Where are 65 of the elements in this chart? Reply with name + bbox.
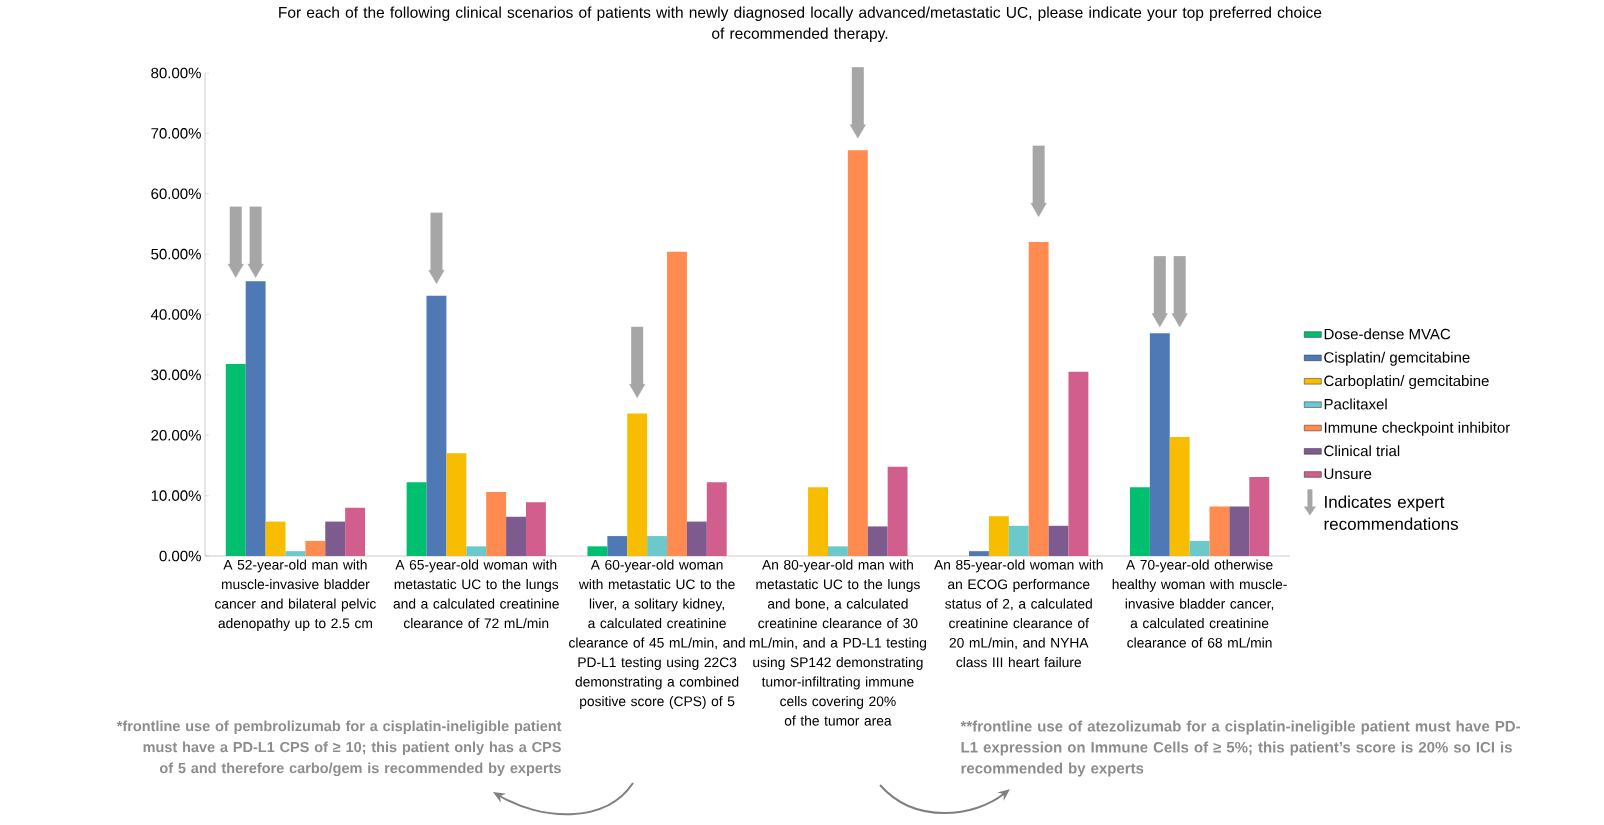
legend-label: Immune checkpoint inhibitor xyxy=(1324,421,1510,436)
y-tick-label: 50.00% xyxy=(151,248,201,260)
bar xyxy=(245,281,266,556)
x-tick-label: An 85-year-old woman with an ECOG performance status of 2, a calculated creatinine clearance of 20 mL/min, and NYHA class III heart failure xyxy=(934,559,1103,668)
bar xyxy=(686,521,707,556)
x-tick-label: A 70-year-old otherwise healthy woman with muscle-invasive bladder cancer, a calculated creatinine clearance of 68 mL/min xyxy=(1112,559,1287,648)
bar xyxy=(647,536,668,556)
bar xyxy=(988,516,1009,556)
bar xyxy=(607,536,628,556)
bar xyxy=(406,482,427,556)
bar xyxy=(525,502,546,556)
bar xyxy=(969,551,989,556)
y-tick-label: 10.00% xyxy=(151,490,201,501)
bar xyxy=(867,526,888,556)
bar xyxy=(706,482,727,556)
legend-label: Cisplatin/ gemcitabine xyxy=(1324,351,1470,366)
y-tick-label: 0.00% xyxy=(159,550,201,562)
bar xyxy=(265,521,286,556)
bar xyxy=(325,521,346,556)
bar xyxy=(446,453,467,556)
bar xyxy=(345,507,366,556)
x-tick-label: A 52-year-old man with muscle-invasive bladder cancer and bilateral pelvic adenopathy up to 2.5 cm xyxy=(215,559,376,631)
y-tick-label: 60.00% xyxy=(151,188,201,200)
bar xyxy=(1008,525,1029,556)
bar xyxy=(426,295,447,556)
bar xyxy=(305,540,326,556)
legend-label: Paclitaxel xyxy=(1324,398,1387,410)
x-tick-label: A 65-year-old woman with metastatic UC to the lungs and a calculated creatinine clearance of 72 mL/min xyxy=(393,559,559,629)
bar xyxy=(486,492,507,556)
bar xyxy=(225,364,246,556)
bar xyxy=(1129,487,1150,556)
bar xyxy=(1189,540,1210,556)
x-tick-label: A 60-year-old woman with metastatic UC to the liver, a solitary kidney, a calculated creatinine clearance of 45 mL/min, and PD-L1 testing using 22C3 demonstrating a combined positive score (CPS) of 5 xyxy=(569,559,745,709)
legend-label: Unsure xyxy=(1324,468,1372,480)
legend-label: Carboplatin/ gemcitabine xyxy=(1324,375,1489,390)
bar xyxy=(627,413,648,556)
bar xyxy=(1149,333,1170,556)
category-label: An 80-year-old man with metastatic UC to the lungs and bone, a calculated creatinine clearance of 30 mL/min, and a PD-L1 testing using SP142 demonstrating tumor-infiltrating immune cells covering 20% of the tumor area xyxy=(749,559,926,726)
y-tick-label: 70.00% xyxy=(151,128,201,139)
bar xyxy=(466,546,487,556)
y-tick-label: 30.00% xyxy=(151,369,201,381)
bar xyxy=(285,551,306,556)
bar xyxy=(887,466,908,556)
bar xyxy=(587,546,608,556)
legend-label: Indicates expert recommendations xyxy=(1324,495,1459,530)
bar xyxy=(1028,242,1049,556)
bar xyxy=(827,546,848,556)
bar xyxy=(1048,525,1069,556)
y-tick-label: 40.00% xyxy=(150,309,201,320)
text: **frontline use of atezolizumab for a cisplatin-ineligible patient must have PD-L1 expression on Immune Cells of ≥ 5%; this patient’s score is 20% so ICI is recommended by experts xyxy=(960,720,1521,777)
y-tick-label: 80.00% xyxy=(151,67,201,79)
bar xyxy=(1169,437,1190,556)
bar xyxy=(1209,506,1230,556)
chart-title: For each of the following clinical scenarios of patients with newly diagnosed locally advanced/metastatic UC, please indicate your top preferred choice of recommended therapy. xyxy=(279,6,1322,42)
legend-label: Clinical trial xyxy=(1324,445,1400,457)
legend-label: Dose-dense MVAC xyxy=(1324,328,1451,340)
bar xyxy=(808,487,828,556)
bar xyxy=(847,150,868,556)
bar xyxy=(1249,476,1270,556)
bar xyxy=(667,251,687,556)
bar xyxy=(506,516,526,556)
bar xyxy=(1068,371,1089,556)
bar xyxy=(1229,506,1250,556)
y-tick-label: 20.00% xyxy=(151,429,201,441)
text: *frontline use of pembrolizumab for a cisplatin-ineligible patient must have a PD-L1 CPS of ≥ 10; this patient only has a CPS of 5 and therefore carbo/gem is recommended by experts xyxy=(116,720,562,777)
